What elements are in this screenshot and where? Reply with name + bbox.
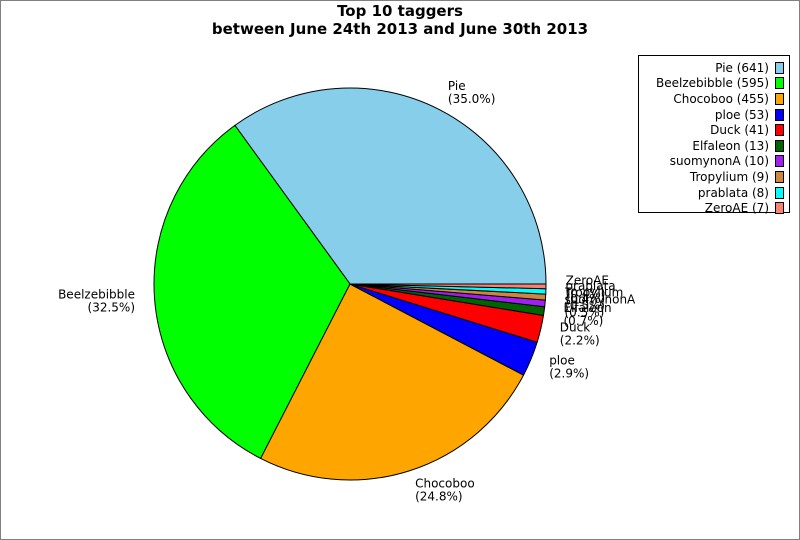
pie-slice-zeroae xyxy=(349,283,547,290)
legend-item-chocoboo: Chocoboo (455) xyxy=(639,91,789,107)
legend-item-suomynona: suomynonA (10) xyxy=(639,154,789,170)
legend-item-beelzebibble: Beelzebibble (595) xyxy=(639,76,789,92)
slice-label-pie: Pie (35.0%) xyxy=(448,79,495,106)
legend-item-zeroae: ZeroAE (7) xyxy=(639,200,789,216)
legend-item-elfaleon: Elfaleon (13) xyxy=(639,138,789,154)
slice-label-prablata: prablata (0.4%) xyxy=(565,279,615,306)
legend-label: Beelzebibble (595) xyxy=(656,76,769,91)
legend-item-duck: Duck (41) xyxy=(639,122,789,138)
legend-label: ZeroAE (7) xyxy=(704,201,769,216)
legend-swatch xyxy=(775,108,784,121)
slice-label-elfaleon: Elfaleon (0.7%) xyxy=(564,301,612,328)
legend: Pie (641) Beelzebibble (595) Chocoboo (455… xyxy=(638,55,790,216)
legend-item-prablata: prablata (8) xyxy=(639,185,789,201)
legend-label: suomynonA (10) xyxy=(669,154,769,169)
pie-slice-beelzebibble xyxy=(153,124,351,460)
chart-title-line-1: Top 10 taggers xyxy=(337,2,463,20)
slice-label-chocoboo: Chocoboo (24.8%) xyxy=(415,477,475,504)
chart-title: Top 10 taggers between June 24th 2013 an… xyxy=(0,2,800,38)
slice-label-suomynona: suomynonA (0.5%) xyxy=(565,292,637,319)
legend-label: Tropylium (9) xyxy=(689,169,769,184)
legend-swatch xyxy=(775,124,784,137)
legend-swatch xyxy=(775,92,784,105)
legend-swatch xyxy=(775,139,784,152)
legend-item-ploe: ploe (53) xyxy=(639,107,789,123)
pie-labels: Pie (35.0%) Beelzebibble (32.5%) Chocoboo (24… xyxy=(58,79,636,504)
legend-label: ploe (53) xyxy=(714,107,769,122)
pie-slice-chocoboo xyxy=(259,283,525,481)
slice-label-ploe: ploe (2.9%) xyxy=(549,354,589,381)
legend-label: Chocoboo (455) xyxy=(673,91,769,106)
legend-swatch xyxy=(775,186,784,199)
chart-title-line-2: between June 24th 2013 and June 30th 201… xyxy=(211,20,589,38)
pie-slice-pie xyxy=(234,87,547,285)
slice-label-beelzebibble: Beelzebibble (32.5%) xyxy=(58,288,135,315)
legend-swatch xyxy=(775,61,784,74)
legend-swatch xyxy=(775,77,784,90)
pie-slices xyxy=(153,87,547,481)
slice-label-zeroae: ZeroAE (0.4%) xyxy=(566,274,609,301)
slice-label-duck: Duck (2.2%) xyxy=(560,321,600,348)
legend-label: prablata (8) xyxy=(697,185,769,200)
legend-label: Elfaleon (13) xyxy=(692,138,769,153)
slice-label-tropylium: Tropylium (0.5%) xyxy=(564,285,623,312)
legend-label: Pie (641) xyxy=(715,60,769,75)
legend-item-pie: Pie (641) xyxy=(639,60,789,76)
legend-item-tropylium: Tropylium (9) xyxy=(639,169,789,185)
legend-swatch xyxy=(775,202,784,215)
legend-swatch xyxy=(775,170,784,183)
legend-swatch xyxy=(775,155,784,168)
legend-label: Duck (41) xyxy=(710,123,769,138)
